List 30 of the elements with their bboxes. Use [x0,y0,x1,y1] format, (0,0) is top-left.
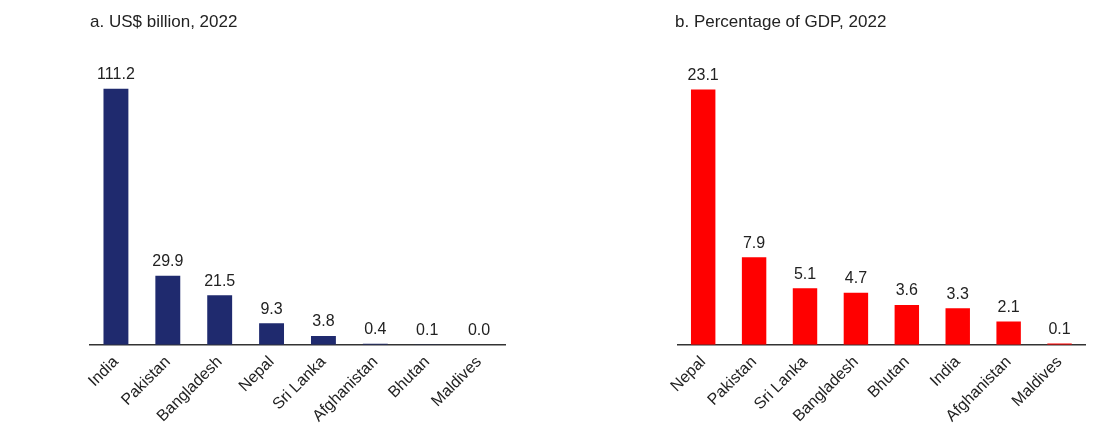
bar [843,292,869,345]
chart-title: a. US$ billion, 2022 [90,11,238,31]
bar [207,295,233,345]
data-label: 3.8 [312,312,335,330]
data-label: 3.3 [946,284,969,302]
bar [155,275,181,345]
data-label: 3.6 [895,281,919,299]
data-label: 4.7 [844,269,868,287]
bar [792,288,818,345]
bar [103,88,129,345]
data-label: 0.1 [1048,319,1071,337]
data-label: 9.3 [260,299,283,317]
bar [741,257,767,345]
bar [945,308,970,345]
bar [690,89,716,345]
data-label: 7.9 [742,233,766,251]
data-label: 29.9 [152,252,184,270]
bar [259,323,285,345]
data-label: 0.4 [364,320,387,338]
data-label: 21.5 [204,271,236,289]
data-label: 111.2 [97,65,135,83]
data-label: 2.1 [997,297,1020,315]
bar [310,335,336,345]
data-label: 5.1 [793,264,817,282]
chart-title: b. Percentage of GDP, 2022 [675,11,887,31]
data-label: 23.1 [687,65,719,83]
bar [894,304,920,345]
bar [996,321,1021,345]
data-label: 0.1 [416,320,439,338]
data-label: 0.0 [467,321,491,339]
